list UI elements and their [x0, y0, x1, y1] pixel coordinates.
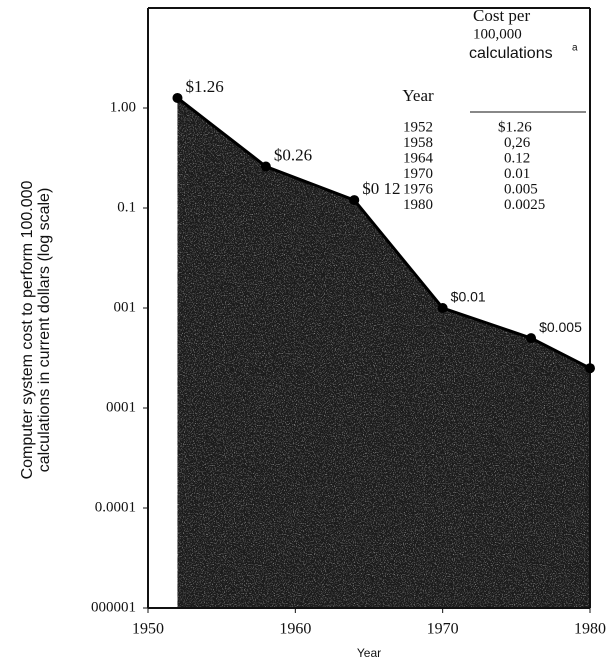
- table-header: calculations: [469, 45, 553, 62]
- point: [349, 195, 360, 206]
- table-year: 1980: [403, 197, 433, 213]
- x-axis-title: Year: [357, 646, 381, 660]
- x-tick-label: 1950: [132, 621, 164, 638]
- table-cost: 0,26: [504, 135, 531, 151]
- y-tick-label: 0.0001: [95, 499, 136, 515]
- table-cost: 0.01: [504, 166, 530, 182]
- area: [177, 97, 590, 608]
- table-year: 1976: [403, 181, 434, 197]
- table-cost: 0.12: [504, 150, 530, 166]
- table-cost: 0.0025: [504, 197, 545, 213]
- point: [585, 363, 595, 374]
- table-year: 1970: [403, 166, 433, 182]
- point: [172, 92, 183, 103]
- point: [526, 333, 537, 344]
- table-header: 100,000: [473, 26, 522, 42]
- x-tick-label: 1980: [574, 621, 606, 638]
- y-axis-title-line: calculations in current dollars (log sca…: [36, 188, 53, 473]
- data-label: $0 12: [362, 179, 400, 198]
- table-year: 1952: [403, 119, 433, 135]
- table-footnote-mark: a: [572, 43, 578, 54]
- x-tick-label: 1960: [279, 621, 311, 638]
- line: [176, 96, 591, 370]
- y-axis-title: Computer system cost to perform 100.000 …: [19, 181, 53, 480]
- data-label: $0.01: [451, 289, 486, 305]
- y-tick-label: 000001: [91, 599, 136, 615]
- y-tick-label: 0.1: [117, 199, 136, 215]
- table-year: 1958: [403, 135, 433, 151]
- point: [437, 303, 448, 313]
- data-table: Year Cost per 100,000 calculations a 195…: [402, 6, 586, 213]
- data-label: $0.005: [539, 319, 582, 335]
- plot-area: [176, 96, 591, 608]
- y-tick-label: 0001: [106, 399, 136, 415]
- table-header: Cost per: [473, 6, 530, 25]
- table-cost: 0.005: [504, 181, 538, 197]
- x-tick-label: 1970: [427, 621, 459, 638]
- table-cost: $1.26: [498, 119, 532, 135]
- y-axis-title-line: Computer system cost to perform 100.000: [19, 181, 36, 480]
- y-tick-label: 001: [114, 299, 137, 315]
- data-label: $0.26: [274, 145, 312, 164]
- data-label: $1.26: [185, 77, 223, 96]
- y-tick-label: 1.00: [110, 99, 136, 115]
- table-header: Year: [402, 86, 434, 105]
- table-year: 1964: [403, 150, 434, 166]
- point: [260, 161, 271, 172]
